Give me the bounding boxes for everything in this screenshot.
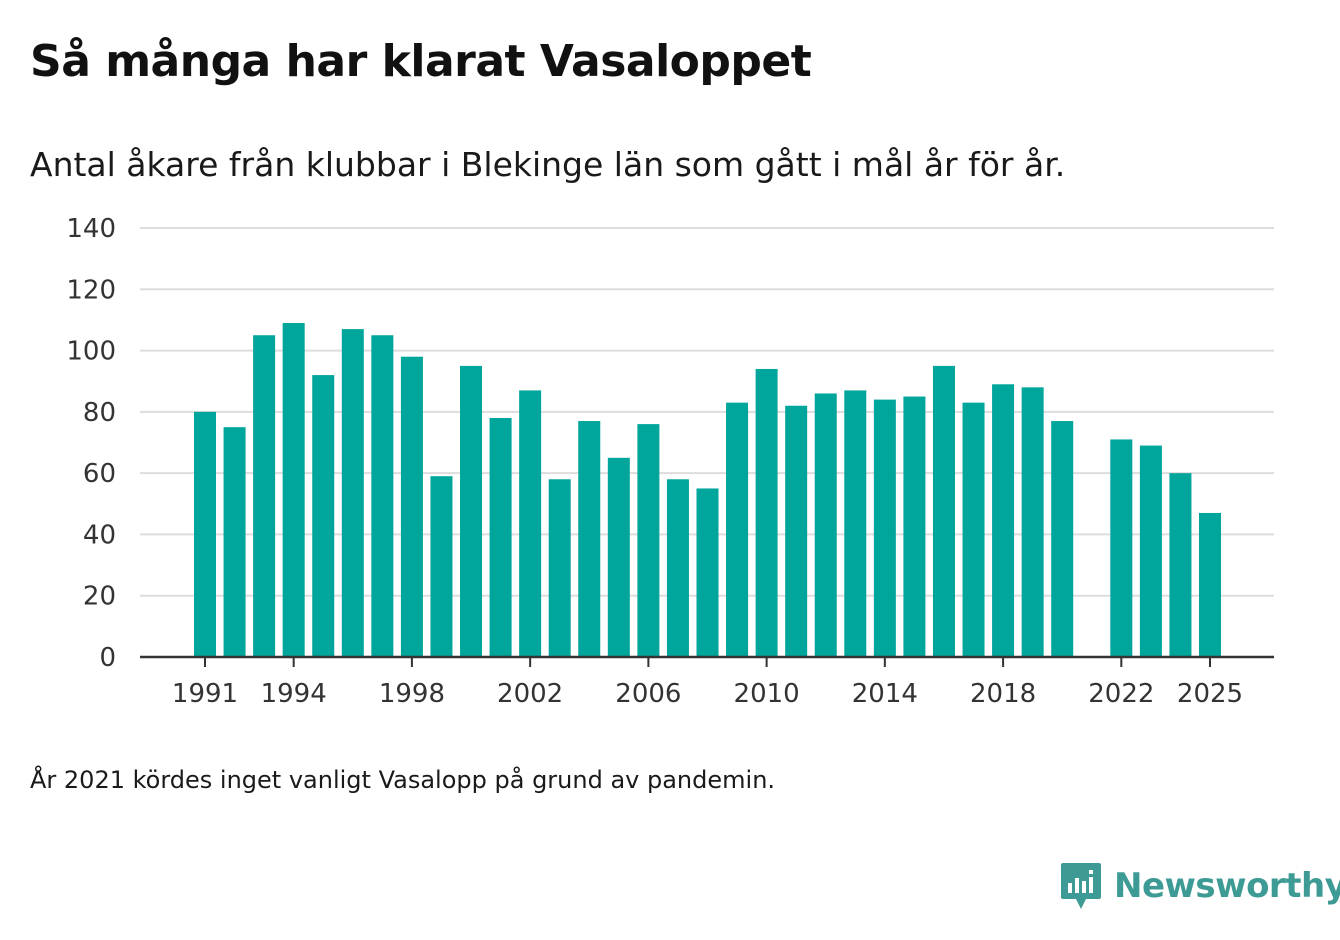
bar-2000 bbox=[460, 365, 483, 657]
bar-2022 bbox=[1110, 439, 1133, 657]
bar-1999 bbox=[430, 476, 453, 657]
bar-2011 bbox=[785, 405, 808, 657]
bar-2023 bbox=[1139, 445, 1162, 657]
bar-1991 bbox=[194, 411, 216, 657]
bar-1994 bbox=[282, 322, 305, 657]
bar-2020 bbox=[1051, 421, 1074, 657]
brand-name: Newsworthy bbox=[1114, 866, 1340, 906]
y-tick-label-20: 20 bbox=[83, 582, 116, 612]
y-tick-label-140: 140 bbox=[66, 214, 116, 244]
bars bbox=[194, 322, 1221, 657]
bar-2013 bbox=[844, 390, 867, 657]
bar-2012 bbox=[814, 393, 837, 657]
chart-title: Så många har klarat Vasaloppet bbox=[30, 36, 812, 87]
x-tick-label-2014: 2014 bbox=[852, 679, 918, 709]
y-axis-ticks: 0 20 40 60 80 100 120 140 bbox=[66, 214, 116, 673]
chart-subtitle: Antal åkare från klubbar i Blekinge län … bbox=[30, 145, 1066, 184]
newsworthy-logo-icon bbox=[1061, 863, 1101, 909]
x-tick-label-1998: 1998 bbox=[379, 679, 445, 709]
x-tick-label-2022: 2022 bbox=[1088, 679, 1154, 709]
bar-2009 bbox=[726, 402, 749, 657]
x-tick-label-2002: 2002 bbox=[497, 679, 563, 709]
y-tick-label-0: 0 bbox=[99, 643, 116, 673]
y-tick-label-120: 120 bbox=[66, 275, 116, 305]
bar-2001 bbox=[489, 417, 512, 657]
x-tick-label-1991: 1991 bbox=[172, 679, 238, 709]
bar-2017 bbox=[962, 402, 985, 657]
y-tick-label-40: 40 bbox=[83, 520, 116, 550]
x-tick-label-2025: 2025 bbox=[1177, 679, 1243, 709]
bar-1997 bbox=[371, 335, 394, 657]
bar-1998 bbox=[400, 356, 423, 657]
y-tick-label-60: 60 bbox=[83, 459, 116, 489]
bar-2008 bbox=[696, 488, 719, 657]
bar-chart: 0 20 40 60 80 100 120 140 1991 1994 1998 2002 2006 2… bbox=[66, 214, 1274, 709]
bar-2003 bbox=[548, 479, 571, 657]
bar-2024 bbox=[1169, 473, 1192, 657]
bar-1996 bbox=[341, 329, 364, 657]
x-tick-label-2006: 2006 bbox=[615, 679, 681, 709]
y-tick-label-80: 80 bbox=[83, 398, 116, 428]
bar-2007 bbox=[666, 479, 689, 657]
bar-1995 bbox=[312, 375, 335, 657]
x-tick-label-2010: 2010 bbox=[734, 679, 800, 709]
bar-2025 bbox=[1199, 512, 1221, 657]
bar-2002 bbox=[519, 390, 542, 657]
bar-2019 bbox=[1021, 387, 1044, 657]
bar-2006 bbox=[637, 424, 660, 657]
x-tick-label-2018: 2018 bbox=[970, 679, 1036, 709]
bar-1993 bbox=[253, 335, 276, 657]
bar-2014 bbox=[873, 399, 896, 657]
x-axis-ticks: 1991 1994 1998 2002 2006 2010 2014 2018 2022 2025 bbox=[172, 657, 1243, 709]
bar-2018 bbox=[992, 384, 1015, 657]
bar-2004 bbox=[578, 421, 601, 657]
footnote: År 2021 kördes inget vanligt Vasalopp på… bbox=[30, 766, 776, 794]
bar-2010 bbox=[755, 368, 778, 657]
bar-2005 bbox=[607, 457, 630, 657]
bar-2015 bbox=[903, 396, 926, 657]
bar-1992 bbox=[223, 427, 246, 657]
x-tick-label-1994: 1994 bbox=[261, 679, 327, 709]
bar-2016 bbox=[932, 365, 955, 657]
brand-logo: Newsworthy bbox=[1060, 860, 1340, 912]
y-tick-label-100: 100 bbox=[66, 337, 116, 367]
